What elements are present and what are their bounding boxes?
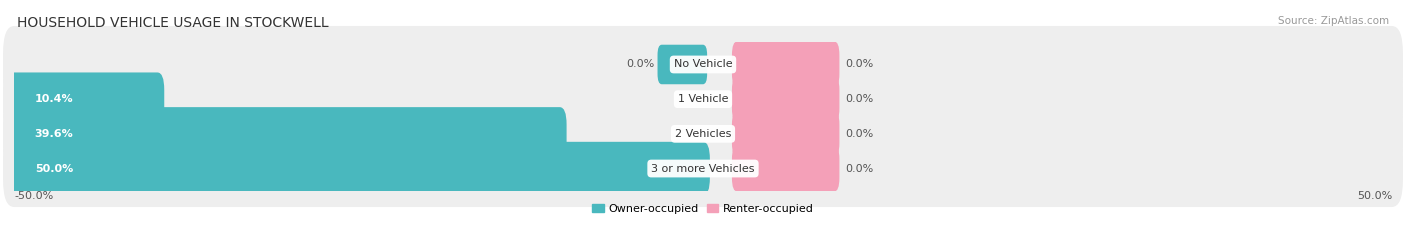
Text: 0.0%: 0.0% bbox=[845, 129, 873, 139]
Text: 0.0%: 0.0% bbox=[627, 59, 655, 69]
Text: 50.0%: 50.0% bbox=[35, 164, 73, 174]
Text: 1 Vehicle: 1 Vehicle bbox=[678, 94, 728, 104]
FancyBboxPatch shape bbox=[733, 76, 839, 122]
Text: No Vehicle: No Vehicle bbox=[673, 59, 733, 69]
Legend: Owner-occupied, Renter-occupied: Owner-occupied, Renter-occupied bbox=[588, 199, 818, 218]
Text: 10.4%: 10.4% bbox=[35, 94, 73, 104]
Text: 0.0%: 0.0% bbox=[845, 59, 873, 69]
FancyBboxPatch shape bbox=[658, 45, 707, 84]
FancyBboxPatch shape bbox=[7, 72, 165, 126]
FancyBboxPatch shape bbox=[733, 41, 839, 88]
FancyBboxPatch shape bbox=[3, 95, 1403, 172]
FancyBboxPatch shape bbox=[3, 61, 1403, 138]
Text: 2 Vehicles: 2 Vehicles bbox=[675, 129, 731, 139]
Text: 3 or more Vehicles: 3 or more Vehicles bbox=[651, 164, 755, 174]
Text: 50.0%: 50.0% bbox=[1357, 191, 1392, 201]
Text: 39.6%: 39.6% bbox=[35, 129, 73, 139]
Text: Source: ZipAtlas.com: Source: ZipAtlas.com bbox=[1278, 16, 1389, 26]
FancyBboxPatch shape bbox=[3, 26, 1403, 103]
Text: 0.0%: 0.0% bbox=[845, 94, 873, 104]
Text: HOUSEHOLD VEHICLE USAGE IN STOCKWELL: HOUSEHOLD VEHICLE USAGE IN STOCKWELL bbox=[17, 16, 329, 30]
FancyBboxPatch shape bbox=[733, 111, 839, 157]
FancyBboxPatch shape bbox=[7, 142, 710, 195]
Text: 0.0%: 0.0% bbox=[845, 164, 873, 174]
FancyBboxPatch shape bbox=[3, 130, 1403, 207]
FancyBboxPatch shape bbox=[7, 107, 567, 161]
FancyBboxPatch shape bbox=[733, 145, 839, 192]
Text: -50.0%: -50.0% bbox=[14, 191, 53, 201]
